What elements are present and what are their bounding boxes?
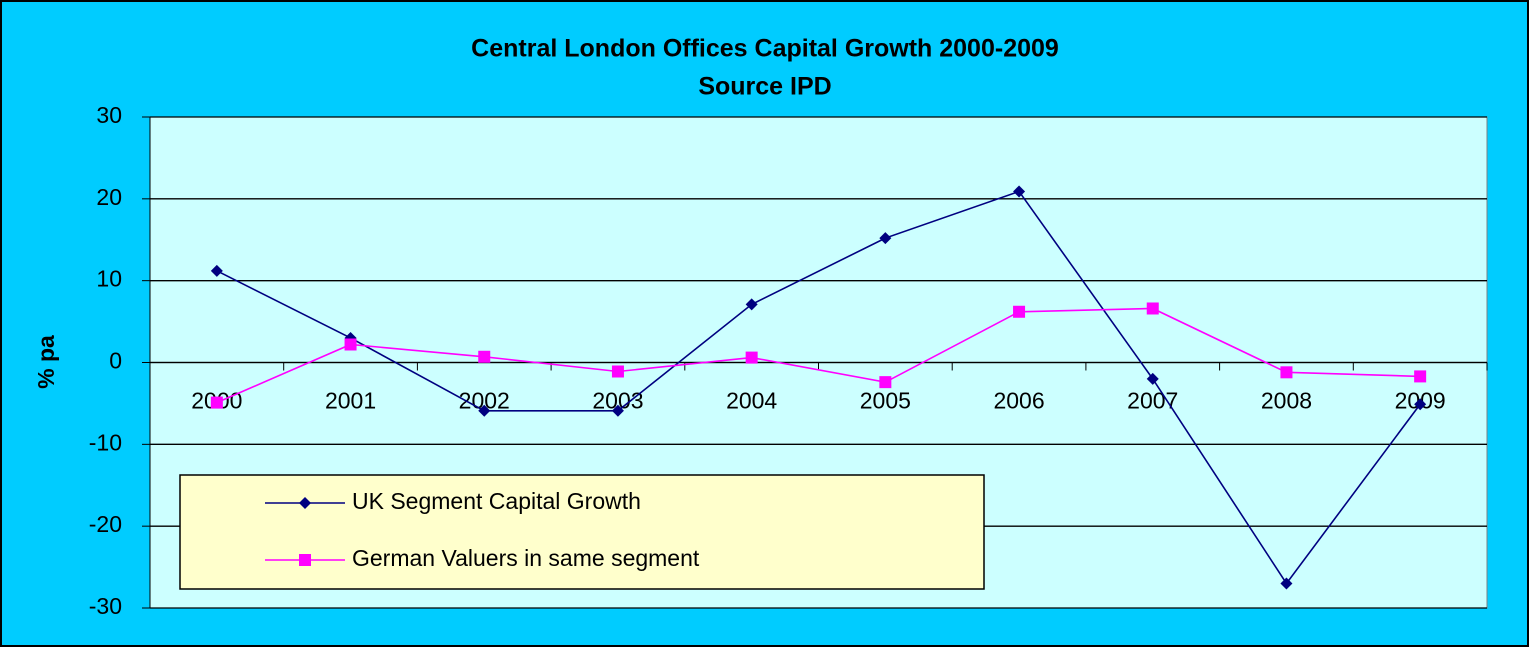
- square-marker: [745, 351, 758, 364]
- diamond-marker: [1280, 577, 1293, 590]
- chart-subtitle: Source IPD: [698, 73, 831, 101]
- marks: [210, 185, 1427, 590]
- y-tick-label: 10: [96, 266, 122, 292]
- x-tick-label: 2008: [1261, 388, 1312, 414]
- square-marker: [879, 376, 892, 389]
- x-tick-label: 2004: [726, 388, 777, 414]
- y-axis-title: % pa: [33, 335, 59, 389]
- square-marker: [210, 396, 223, 409]
- chart-title: Central London Offices Capital Growth 20…: [471, 35, 1059, 63]
- diamond-marker: [1414, 398, 1427, 411]
- y-tick-label: 0: [109, 348, 122, 374]
- square-marker: [344, 338, 357, 351]
- y-tick-label: -20: [89, 511, 122, 537]
- x-tick-label: 2007: [1127, 388, 1178, 414]
- legend-label: German Valuers in same segment: [352, 545, 700, 571]
- diamond-marker: [1146, 372, 1159, 385]
- diamond-marker: [478, 404, 491, 417]
- diamond-marker: [745, 298, 758, 311]
- y-tick-label: 20: [96, 184, 122, 210]
- legend-entries: UK Segment Capital Growth German Valuers …: [265, 488, 700, 571]
- square-marker: [1146, 302, 1159, 315]
- square-marker: [1414, 370, 1427, 383]
- series-line: [216, 307, 1421, 404]
- x-tick-label: 2006: [993, 388, 1044, 414]
- square-marker: [299, 554, 311, 566]
- series-line: [216, 190, 1421, 585]
- square-marker: [1280, 366, 1293, 379]
- x-tick-label: 2005: [860, 388, 911, 414]
- y-tick-label: -30: [89, 593, 122, 619]
- legend: [179, 474, 985, 590]
- diamond-marker: [210, 264, 223, 277]
- diamond-marker: [611, 404, 624, 417]
- diamond-marker: [1013, 185, 1026, 198]
- square-marker: [478, 350, 491, 363]
- square-marker: [611, 365, 624, 378]
- y-tick-label: 30: [96, 102, 122, 128]
- diamond-marker: [299, 497, 311, 509]
- y-tick-label: -10: [89, 429, 122, 455]
- square-marker: [1013, 305, 1026, 318]
- legend-label: UK Segment Capital Growth: [352, 488, 641, 514]
- diamond-marker: [879, 232, 892, 245]
- x-tick-label: 2001: [325, 388, 376, 414]
